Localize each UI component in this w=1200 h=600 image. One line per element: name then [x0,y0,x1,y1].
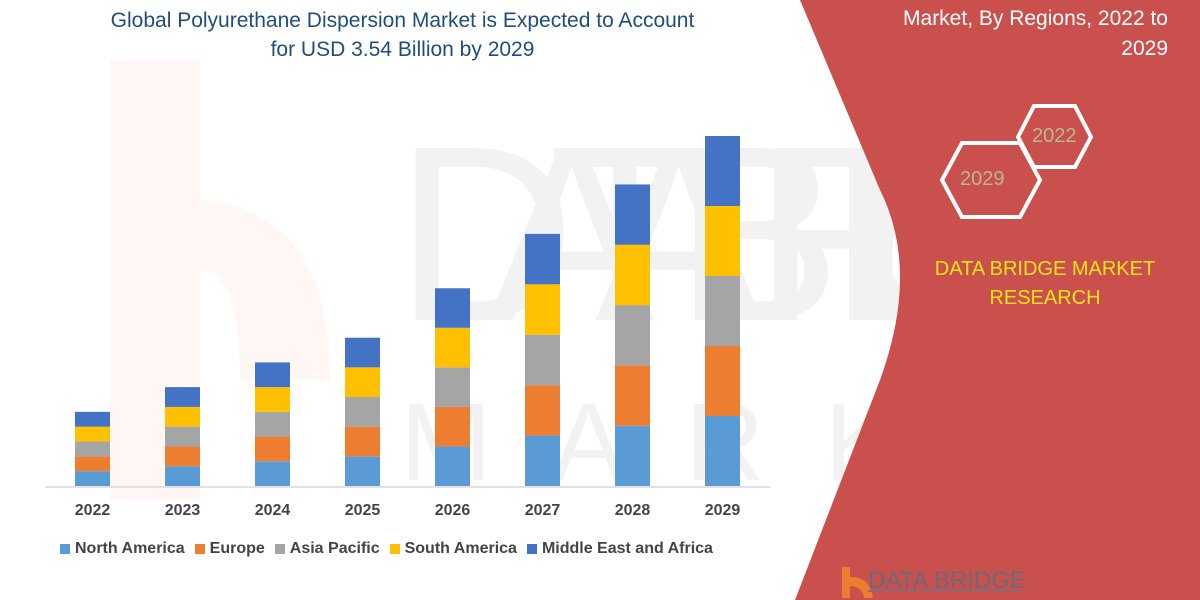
bar-2027-south-america [525,284,560,335]
bar-2028-north-america [615,425,650,486]
bar-2028-middle-east-and-africa [615,184,650,245]
bars [75,136,740,486]
bar-2026-south-america [435,327,470,368]
chart-title: Global Polyurethane Dispersion Market is… [40,6,765,64]
hexagon-2022 [1015,104,1094,169]
title-line-1: Global Polyurethane Dispersion Market is… [110,9,695,32]
red-panel [795,0,1200,600]
brand-line-1: DATA BRIDGE MARKET [934,258,1156,280]
legend-swatch [526,544,537,554]
bar-2027-middle-east-and-africa [525,233,560,285]
legend-label: Middle East and Africa [541,540,713,557]
legend-swatch [60,544,70,554]
bar-2025-middle-east-and-africa [345,337,380,368]
legend-item: South America [389,540,517,558]
legend-label: South America [404,540,517,557]
bar-2024-asia-pacific [255,411,290,437]
title-line-2: for USD 3.54 Billion by 2029 [270,38,535,61]
legend-item: North America [60,540,185,558]
x-tick-label: 2023 [164,502,201,519]
legend-swatch [194,544,205,554]
legend-label: Europe [209,540,265,557]
bar-2025-south-america [345,367,380,398]
bar-2029-europe [705,346,740,416]
bar-2024-europe [255,436,290,462]
right-title-line-1: Market, By Regions, 2022 to [903,7,1168,30]
legend-swatch [274,544,285,554]
legend-label: Asia Pacific [289,540,380,557]
brand-text: DATA BRIDGE MARKET RESEARCH [920,255,1170,313]
hexagon-2029 [939,141,1043,219]
bar-2022-south-america [75,426,110,442]
bar-2022-europe [75,456,110,472]
bar-2022-asia-pacific [75,441,110,457]
bar-2026-north-america [435,446,470,486]
x-tick-label: 2024 [254,502,291,519]
bar-2026-middle-east-and-africa [435,288,470,328]
right-title: Market, By Regions, 2022 to 2029 [838,4,1168,64]
bar-2028-asia-pacific [615,305,650,366]
bar-2026-asia-pacific [435,367,470,407]
legend-item: Middle East and Africa [526,540,713,558]
x-tick-label: 2025 [344,502,381,519]
x-tick-label: 2022 [74,502,111,519]
x-tick-label: 2028 [614,502,651,519]
bar-2023-north-america [165,466,200,486]
right-title-line-2: 2029 [1121,37,1168,60]
bar-2028-south-america [615,244,650,306]
bar-2029-south-america [705,206,740,276]
x-tick-label: 2027 [524,502,561,519]
legend-item: Europe [194,540,265,558]
bar-2029-north-america [705,416,740,486]
bar-2024-middle-east-and-africa [255,362,290,388]
bar-2024-south-america [255,387,290,412]
x-tick-label: 2029 [704,502,741,519]
legend: North America Europe Asia Pacific South Ame… [60,540,713,558]
bar-2027-asia-pacific [525,334,560,386]
bar-2026-europe [435,406,470,447]
bar-2022-middle-east-and-africa [75,411,110,427]
bar-2029-asia-pacific [705,276,740,346]
bar-2027-europe [525,385,560,436]
bar-2027-north-america [525,435,560,486]
bar-2028-europe [615,365,650,426]
legend-item: Asia Pacific [274,540,380,558]
logo-text: DATA BRIDGE [868,567,1026,594]
legend-label: North America [75,540,185,557]
bar-2029-middle-east-and-africa [705,136,740,206]
brand-line-2: RESEARCH [989,287,1101,309]
x-tick-label: 2026 [434,502,471,519]
bar-2025-asia-pacific [345,397,380,427]
legend-swatch [389,544,400,554]
bar-2023-asia-pacific [165,426,200,447]
bar-2023-middle-east-and-africa [165,387,200,407]
bar-2024-north-america [255,461,290,486]
data-bridge-logo-icon [842,567,1020,598]
hex-label-2029: 2029 [960,168,1005,190]
bar-2022-north-america [75,471,110,486]
bar-2025-europe [345,426,380,457]
bar-2025-north-america [345,456,380,486]
hex-label-2022: 2022 [1032,125,1077,147]
bar-2023-south-america [165,406,200,427]
watermark-logo [110,60,330,500]
bar-2023-europe [165,446,200,467]
